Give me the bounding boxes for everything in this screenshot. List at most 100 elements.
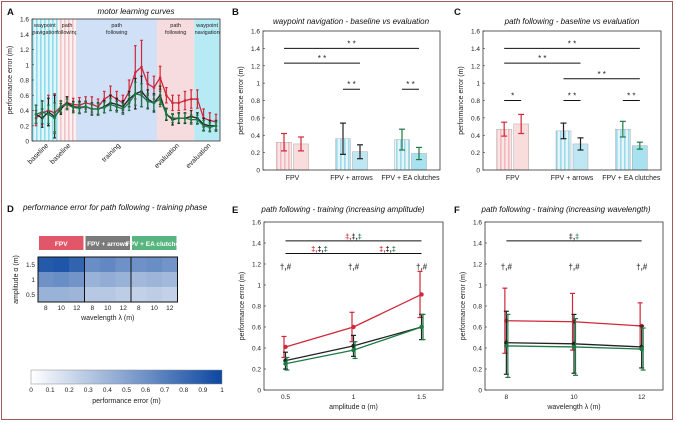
F-ytick-label: 1.6 [473,220,482,227]
B-ytick-label: 0 [256,168,260,175]
D-heatmap-cell [131,272,147,287]
C-ytick-label: 0.2 [471,150,480,157]
A-data-point [189,97,193,101]
C-ytick-label: 1.2 [471,63,480,70]
C-significance-label: * * [568,92,576,101]
D-heatmap-cell [53,257,69,272]
A-data-point [109,103,112,106]
A-data-point [189,118,193,121]
D-group-header [132,236,177,250]
phase-xlabel: training [101,142,122,163]
D-heatmap-cell [115,287,131,302]
A-data-point [34,113,38,116]
A-data-point [177,116,181,120]
phase-label: path [62,23,73,29]
D-ytick-label: 1 [31,277,35,284]
colorbar-tick-label: 0.9 [198,387,207,394]
B-ytick-label: 1.4 [251,46,260,53]
D-ytick-label: 0.5 [26,292,35,299]
panel-B-title: waypoint navigation - baseline vs evalua… [273,17,430,26]
phase-band-1 [57,19,77,141]
A-ytick-label: 0.6 [20,93,29,100]
D-xtick-label: 8 [44,305,48,312]
colorbar-label: performance error (m) [92,398,160,405]
D-heatmap-cell [84,272,100,287]
colorbar-tick-label: 0.3 [84,387,93,394]
A-data-point [102,97,106,101]
C-significance-label: * * [627,92,635,101]
A-data-point [127,101,131,105]
D-xlabel: wavelength λ (m) [80,315,134,322]
A-data-point [115,105,118,108]
A-data-point [196,118,199,121]
B-ytick-label: 0.6 [251,115,260,122]
A-ytick-label: 1.4 [20,32,29,39]
A-data-point [171,101,174,105]
E-significance-label: ‡,‡,‡ [379,245,396,254]
panel-F-letter: F [454,205,460,216]
E-significance-symbol: ‡, [345,232,351,241]
A-ytick-label: 0.4 [20,108,29,115]
C-ytick-label: 1.4 [471,46,480,53]
D-heatmap-cell [53,287,69,302]
E-ytick-label: 1.6 [252,220,261,227]
E-ytick-label: 0.4 [252,346,261,353]
E-xlabel: amplitude α (m) [329,404,378,411]
A-ytick-label: 0.2 [20,123,29,130]
A-data-point [47,113,50,116]
F-ylabel: performance error (m) [460,272,467,340]
phase-label: navigation [32,30,57,36]
E-xtick-label: 0.5 [281,394,290,401]
A-data-point [134,92,137,96]
A-data-point [78,106,81,110]
E-significance-symbol: ‡ [392,245,396,254]
E-significance-symbol: ‡, [351,232,357,241]
D-heatmap-cell [69,257,85,272]
F-xtick-label: 10 [570,394,578,401]
D-group-label: FPV [55,241,68,248]
E-ylabel: performance error (m) [239,272,246,340]
phase-label: navigation [195,30,220,36]
B-significance-label: * * [347,39,355,48]
B-significance-label: * * [347,80,355,89]
E-significance-symbol: ‡ [324,245,328,254]
B-ytick-label: 0.4 [251,133,260,140]
B-ylabel: performance error (m) [238,66,245,134]
D-heatmap-cell [115,257,131,272]
D-heatmap-cell [100,272,116,287]
phase-label: path [111,23,122,29]
D-heatmap-cell [131,287,147,302]
E-marker-label: †,# [348,262,360,271]
D-heatmap-cell [146,257,162,272]
F-ytick-label: 1.4 [473,241,482,248]
phase-xlabel: evaluation [185,142,213,170]
D-group-box [130,256,178,303]
panel-C-title: path following - baseline vs evaluation [504,17,640,26]
D-heatmap-cell [84,257,100,272]
A-data-point [102,106,106,109]
F-significance-symbol: ‡, [569,232,575,241]
F-xlabel: wavelength λ (m) [546,404,600,411]
E-data-point [419,324,424,330]
A-data-point [214,124,218,128]
A-data-point [183,99,187,102]
C-category-label: FPV [506,175,520,182]
F-marker-label: †,# [636,262,648,271]
C-ytick-label: 0.4 [471,133,480,140]
D-heatmap-cell [69,272,85,287]
D-heatmap-cell [100,257,116,272]
E-marker-label: †,# [280,262,292,271]
A-ytick-label: 1.6 [20,17,29,24]
F-marker-label: †,# [501,262,513,271]
E-significance-symbol: ‡, [317,245,323,254]
B-category-label: FPV + EA clutches [381,175,440,182]
D-heatmap-cell [84,287,100,302]
A-ylabel: performance error (m) [7,46,14,114]
E-ytick-label: 0 [257,388,261,395]
E-marker-label: †,# [416,262,428,271]
panel-B-letter: B [232,7,239,18]
F-significance-symbol: ‡ [575,232,579,241]
A-data-point [177,101,181,105]
D-group-header [85,236,130,250]
B-ytick-label: 1 [256,81,260,88]
